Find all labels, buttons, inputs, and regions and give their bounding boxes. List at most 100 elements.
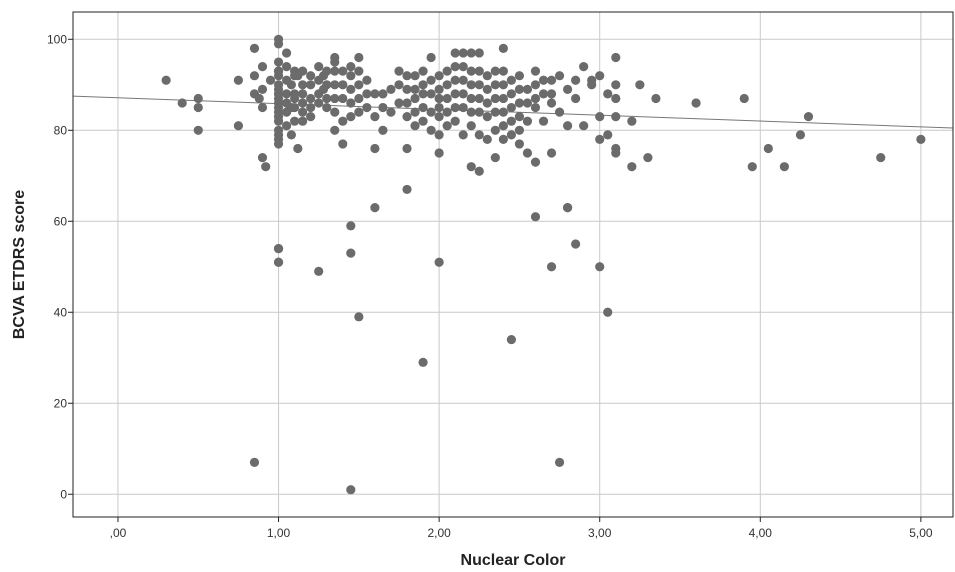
scatter-point bbox=[394, 80, 404, 90]
scatter-point bbox=[233, 75, 244, 85]
scatter-point bbox=[876, 152, 886, 163]
scatter-point bbox=[611, 112, 621, 122]
scatter-point bbox=[466, 93, 476, 104]
scatter-point bbox=[265, 75, 276, 85]
scatter-point bbox=[273, 139, 284, 149]
scatter-point bbox=[273, 57, 284, 67]
scatter-point bbox=[257, 61, 268, 72]
scatter-point bbox=[410, 107, 420, 117]
scatter-point bbox=[450, 75, 460, 85]
scatter-point bbox=[330, 66, 340, 76]
scatter-point bbox=[506, 334, 516, 345]
scatter-point bbox=[530, 212, 541, 222]
scatter-point bbox=[595, 71, 605, 81]
scatter-point bbox=[346, 84, 356, 94]
scatter-point bbox=[322, 93, 332, 104]
scatter-point bbox=[193, 125, 203, 135]
scatter-point bbox=[514, 84, 525, 94]
y-tick-label: 40 bbox=[54, 305, 68, 319]
scatter-point bbox=[434, 84, 444, 94]
scatter-point bbox=[298, 80, 308, 90]
scatter-point bbox=[434, 71, 444, 81]
scatter-point bbox=[338, 116, 348, 126]
scatter-point bbox=[362, 89, 372, 99]
scatter-point bbox=[257, 152, 268, 163]
scatter-point bbox=[474, 66, 484, 76]
scatter-point bbox=[306, 93, 316, 104]
scatter-point bbox=[362, 102, 372, 113]
scatter-point bbox=[286, 130, 296, 140]
scatter-point bbox=[402, 84, 412, 94]
x-tick-label: 2,00 bbox=[427, 526, 451, 540]
scatter-point bbox=[298, 116, 308, 126]
scatter-point bbox=[458, 89, 468, 99]
x-tick-label: 1,00 bbox=[267, 526, 291, 540]
scatter-point bbox=[466, 121, 476, 131]
scatter-point bbox=[466, 80, 476, 90]
scatter-point bbox=[161, 75, 171, 85]
scatter-point bbox=[611, 148, 621, 158]
scatter-point bbox=[498, 80, 508, 90]
x-tick-label: ,00 bbox=[110, 526, 127, 540]
data-points bbox=[161, 34, 926, 495]
scatter-point bbox=[426, 52, 436, 63]
scatter-point bbox=[273, 39, 284, 49]
scatter-point bbox=[514, 139, 525, 149]
scatter-point bbox=[330, 57, 340, 67]
scatter-point bbox=[346, 221, 356, 231]
scatter-point bbox=[603, 89, 613, 99]
scatter-point bbox=[354, 312, 364, 322]
scatter-point bbox=[522, 116, 533, 126]
scatter-point bbox=[261, 162, 271, 172]
scatter-point bbox=[378, 102, 388, 113]
scatter-point bbox=[306, 80, 316, 90]
scatter-point bbox=[410, 84, 420, 94]
x-axis-title: Nuclear Color bbox=[461, 552, 566, 569]
scatter-point bbox=[651, 93, 661, 104]
scatter-point bbox=[482, 98, 492, 108]
scatter-point bbox=[286, 80, 296, 90]
y-tick-label: 80 bbox=[54, 123, 68, 137]
scatter-point bbox=[538, 89, 549, 99]
scatter-point bbox=[378, 89, 388, 99]
scatter-point bbox=[354, 52, 364, 63]
scatter-point bbox=[482, 84, 492, 94]
scatter-point bbox=[402, 98, 412, 108]
x-tick-label: 5,00 bbox=[909, 526, 933, 540]
scatter-point bbox=[579, 61, 589, 72]
scatter-point bbox=[298, 98, 308, 108]
scatter-point bbox=[571, 93, 581, 104]
scatter-point bbox=[474, 93, 484, 104]
y-tick-label: 20 bbox=[54, 396, 68, 410]
scatter-point bbox=[290, 93, 300, 104]
scatter-point bbox=[458, 61, 468, 72]
scatter-point bbox=[322, 66, 332, 76]
scatter-point bbox=[916, 134, 926, 144]
tick-labels: ,00 1,00 2,00 3,00 4,00 5,00 0 20 40 60 80 100 bbox=[47, 32, 933, 540]
scatter-point bbox=[611, 80, 621, 90]
scatter-point bbox=[293, 143, 303, 154]
scatter-point bbox=[546, 262, 557, 272]
scatter-point bbox=[249, 71, 260, 81]
scatter-point bbox=[314, 266, 324, 276]
scatter-point bbox=[603, 307, 613, 317]
scatter-point bbox=[306, 102, 316, 113]
scatter-point bbox=[546, 148, 557, 158]
scatter-point bbox=[458, 48, 468, 58]
scatter-point bbox=[330, 125, 340, 135]
scatter-point bbox=[506, 116, 516, 126]
scatter-point bbox=[450, 89, 460, 99]
scatter-point bbox=[490, 152, 500, 163]
scatter-point bbox=[450, 48, 460, 58]
fit-line bbox=[72, 95, 954, 129]
scatter-point bbox=[370, 89, 380, 99]
scatter-point bbox=[530, 93, 541, 104]
scatter-point bbox=[763, 143, 773, 154]
scatter-point bbox=[370, 112, 380, 122]
scatter-point bbox=[458, 130, 468, 140]
scatter-point bbox=[281, 121, 292, 131]
scatter-point bbox=[418, 80, 428, 90]
scatter-point bbox=[498, 107, 508, 117]
scatter-point bbox=[410, 121, 420, 131]
